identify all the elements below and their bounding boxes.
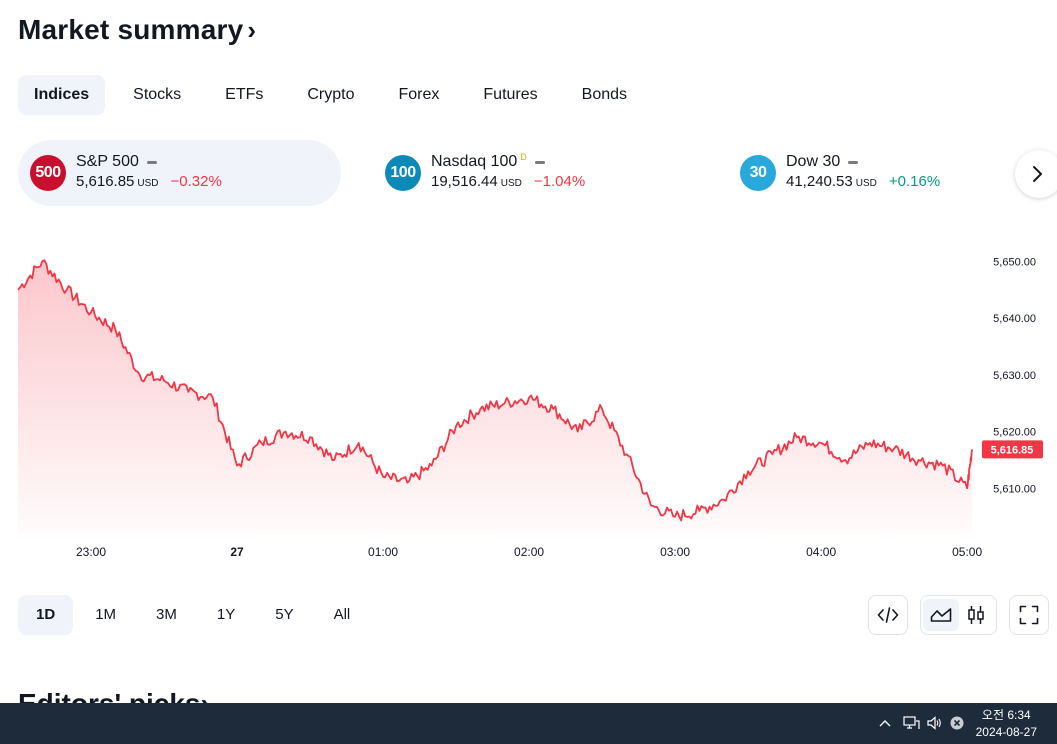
market-summary-title[interactable]: Market summary › bbox=[18, 14, 256, 46]
last-price-tag bbox=[982, 440, 1043, 459]
sp500-name: S&P 500 bbox=[76, 153, 139, 170]
y-tick-label: 5,610.00 bbox=[993, 483, 1036, 495]
dash-icon bbox=[848, 160, 859, 164]
price-area-fill bbox=[18, 260, 972, 533]
dow30-change: +0.16% bbox=[888, 173, 941, 190]
fullscreen-icon bbox=[1019, 605, 1039, 625]
y-tick-label: 5,630.00 bbox=[993, 370, 1036, 382]
index-cards: 500 S&P 500 5,616.85 USD −0.32% 100 Nasdaq… bbox=[18, 140, 1018, 206]
network-icon[interactable] bbox=[902, 715, 920, 731]
range-selector: 1D 1M 3M 1Y 5Y All bbox=[18, 595, 372, 635]
tab-crypto[interactable]: Crypto bbox=[307, 86, 355, 103]
x-tick-label: 23:00 bbox=[76, 545, 106, 559]
range-1d[interactable]: 1D bbox=[18, 595, 74, 635]
index-card-sp500[interactable]: 500 S&P 500 5,616.85 USD −0.32% bbox=[18, 140, 341, 206]
market-tabs: Indices Stocks ETFs Crypto Forex Futures… bbox=[18, 75, 655, 115]
nasdaq100-price: 19,516.44 bbox=[431, 173, 498, 190]
nasdaq100-name: Nasdaq 100 bbox=[431, 153, 518, 170]
y-tick-label: 5,620.00 bbox=[993, 427, 1036, 439]
close-circle-icon[interactable] bbox=[949, 715, 965, 731]
range-3m[interactable]: 3M bbox=[156, 606, 177, 623]
candlestick-icon bbox=[968, 606, 984, 624]
range-5y[interactable]: 5Y bbox=[275, 606, 294, 623]
code-icon bbox=[877, 607, 899, 623]
volume-icon[interactable] bbox=[926, 715, 942, 731]
next-cards-button[interactable] bbox=[1015, 150, 1057, 198]
x-tick-label: 03:00 bbox=[660, 545, 690, 559]
dash-icon bbox=[146, 160, 157, 164]
fullscreen-button[interactable] bbox=[1009, 595, 1049, 635]
editors-picks-title[interactable]: Editors' picks› bbox=[18, 684, 210, 704]
candlestick-button[interactable] bbox=[959, 599, 995, 631]
price-chart[interactable]: 5,650.00 5,640.00 5,630.00 5,620.00 5,610.00… bbox=[0, 230, 1057, 575]
range-1m[interactable]: 1M bbox=[95, 606, 117, 623]
clock-time: 오전 6:34 bbox=[981, 708, 1031, 722]
range-1y[interactable]: 1Y bbox=[216, 606, 236, 623]
sp500-change: −0.32% bbox=[170, 173, 222, 190]
area-chart-icon bbox=[930, 608, 952, 622]
chevron-right-icon bbox=[1033, 166, 1042, 182]
dow30-price: 41,240.53 bbox=[786, 173, 853, 190]
dow30-currency: USD bbox=[855, 178, 877, 189]
tab-bonds[interactable]: Bonds bbox=[581, 86, 628, 103]
y-tick-label: 5,640.00 bbox=[993, 313, 1036, 325]
editors-picks-title-text: Editors' picks bbox=[18, 688, 201, 704]
y-tick-label: 5,650.00 bbox=[993, 256, 1036, 268]
x-tick-label: 01:00 bbox=[368, 545, 398, 559]
x-tick-label: 27 bbox=[230, 545, 244, 559]
x-tick-label: 04:00 bbox=[806, 545, 836, 559]
dow30-badge: 30 bbox=[740, 155, 776, 191]
tab-forex[interactable]: Forex bbox=[398, 86, 440, 103]
windows-taskbar: 오전 6:34 2024-08-27 bbox=[0, 703, 1057, 744]
range-all[interactable]: All bbox=[333, 606, 351, 623]
system-clock[interactable]: 오전 6:34 2024-08-27 bbox=[976, 707, 1037, 741]
nasdaq100-badge: 100 bbox=[385, 155, 421, 191]
dow30-name: Dow 30 bbox=[786, 153, 841, 170]
market-summary-title-text: Market summary bbox=[18, 14, 244, 45]
tab-indices[interactable]: Indices bbox=[18, 75, 106, 115]
clock-date: 2024-08-27 bbox=[975, 725, 1037, 739]
x-tick-label: 02:00 bbox=[514, 545, 544, 559]
index-card-nasdaq100[interactable]: 100 Nasdaq 100 D 19,516.44 USD −1.04% bbox=[373, 140, 673, 206]
dash-icon bbox=[534, 160, 545, 164]
chevron-right-icon: › bbox=[200, 688, 210, 704]
nasdaq100-currency: USD bbox=[500, 178, 522, 189]
sp500-price: 5,616.85 bbox=[76, 173, 135, 190]
nasdaq100-change: −1.04% bbox=[533, 173, 586, 190]
chart-style-toggle bbox=[920, 595, 997, 635]
tab-etfs[interactable]: ETFs bbox=[225, 86, 264, 103]
x-tick-label: 05:00 bbox=[952, 545, 982, 559]
chevron-right-icon: › bbox=[247, 14, 257, 45]
chevron-up-icon[interactable] bbox=[878, 718, 892, 728]
last-price-label: 5,616.85 bbox=[991, 444, 1034, 456]
embed-button[interactable] bbox=[868, 595, 908, 635]
index-card-dow30[interactable]: 30 Dow 30 41,240.53 USD +0.16% bbox=[728, 140, 1008, 206]
sp500-badge: 500 bbox=[30, 155, 66, 191]
area-chart-button[interactable] bbox=[923, 599, 959, 631]
sp500-currency: USD bbox=[137, 178, 159, 189]
tab-stocks[interactable]: Stocks bbox=[133, 86, 182, 103]
price-line bbox=[17, 259, 973, 522]
delayed-marker: D bbox=[520, 152, 527, 162]
tab-futures[interactable]: Futures bbox=[483, 86, 538, 103]
